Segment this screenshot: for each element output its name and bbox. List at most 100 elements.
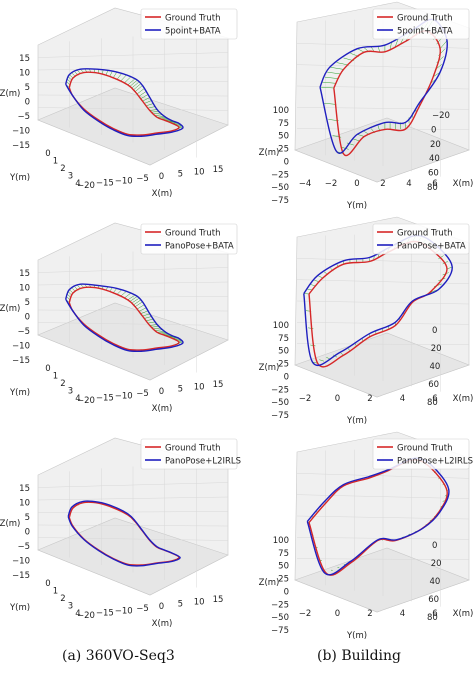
z-tick-label: −75 xyxy=(271,411,289,421)
error-segment xyxy=(127,78,136,86)
x-tick-label: 0 xyxy=(432,541,437,551)
x-tick-label: 15 xyxy=(213,380,224,390)
y-tick-label: 1 xyxy=(53,372,58,382)
z-axis-label: Z(m) xyxy=(259,578,280,588)
y-tick-label: −2 xyxy=(325,179,338,189)
x-tick-label: −20 xyxy=(77,181,95,191)
error-segment xyxy=(142,313,150,317)
x-tick-label: 60 xyxy=(428,380,439,390)
error-segment xyxy=(408,533,411,536)
grid-line xyxy=(37,309,229,312)
legend-box xyxy=(140,438,238,470)
x-tick-label: 10 xyxy=(194,167,205,177)
z-tick-label: 0 xyxy=(284,157,289,167)
error-segment xyxy=(69,289,74,294)
caption-a: (a) 360VO-Seq3 xyxy=(62,648,175,664)
x-tick-label: −5 xyxy=(136,174,149,184)
error-segment xyxy=(357,134,365,137)
error-segment xyxy=(113,288,118,293)
grid-line xyxy=(37,524,229,527)
x-axis-label: X(m) xyxy=(453,394,474,404)
series-ground-truth xyxy=(68,71,180,136)
error-segment xyxy=(138,307,147,312)
z-tick-label: 100 xyxy=(273,106,289,116)
x-tick-label: 10 xyxy=(194,597,205,607)
x-tick-label: 5 xyxy=(178,600,183,610)
legend-entry-estimate: 5point+BATA xyxy=(165,27,221,37)
legend-box xyxy=(140,8,238,40)
z-tick-label: −50 xyxy=(271,398,289,408)
y-tick-label: 3 xyxy=(68,602,73,612)
y-axis-label: Y(m) xyxy=(346,631,367,641)
plot-a3: 15 10 5 0 −5 −10 −15 Z(m) −20 −15 −10 −5 0 5 10 15 X(m) 0… xyxy=(0,430,241,645)
z-tick-label: 100 xyxy=(273,536,289,546)
error-segment xyxy=(439,40,448,49)
legend-entry-estimate: PanoPose+L2IRLS xyxy=(165,457,241,467)
y-axis-label: Y(m) xyxy=(9,603,30,613)
z-tick-label: −50 xyxy=(271,183,289,193)
x-tick-label: 40 xyxy=(429,154,440,164)
legend-box xyxy=(140,223,238,255)
legend-entry-ground-truth: Ground Truth xyxy=(397,14,453,24)
grid-line xyxy=(37,107,229,111)
legend: Ground Truth PanoPose+BATA xyxy=(140,223,238,255)
series-ground-truth xyxy=(308,240,448,368)
error-segment xyxy=(414,530,417,533)
legend-entry-estimate: 5point+BATA xyxy=(397,27,453,37)
grid-line xyxy=(296,107,470,110)
error-segment xyxy=(120,291,127,297)
y-tick-label: 4 xyxy=(75,394,80,404)
x-tick-label: 15 xyxy=(213,595,224,605)
error-segment xyxy=(116,289,122,295)
series-estimate xyxy=(319,18,448,154)
x-tick-label: −10 xyxy=(115,606,133,616)
z-tick-label: 15 xyxy=(19,269,30,279)
error-segment xyxy=(112,71,118,78)
error-segment xyxy=(131,298,139,304)
error-segment xyxy=(140,94,149,99)
error-segment xyxy=(155,329,163,331)
error-segment xyxy=(133,83,141,91)
legend: Ground Truth 5point+BATA xyxy=(372,8,470,40)
y-tick-label: 6 xyxy=(432,179,437,189)
y-tick-label: 4 xyxy=(406,179,411,189)
error-segment xyxy=(136,88,145,95)
grid-line xyxy=(37,94,229,97)
z-tick-label: 25 xyxy=(278,145,289,155)
grid-line xyxy=(296,558,470,560)
y-tick-label: 0 xyxy=(335,609,340,619)
error-segment xyxy=(442,261,448,265)
series-estimate xyxy=(306,457,450,576)
y-tick-label: 3 xyxy=(68,172,73,182)
y-tick-label: 0 xyxy=(45,579,50,589)
z-tick-label: 0 xyxy=(25,528,30,538)
y-tick-label: 3 xyxy=(68,387,73,397)
y-tick-label: 2 xyxy=(60,594,65,604)
z-tick-label: 25 xyxy=(278,360,289,370)
x-tick-label: −5 xyxy=(136,389,149,399)
z-tick-label: 10 xyxy=(19,499,30,509)
grid-line xyxy=(37,537,229,541)
x-tick-label: 40 xyxy=(430,362,441,372)
floor-b2 xyxy=(294,332,470,398)
series-estimate xyxy=(65,68,184,138)
x-tick-label: −20 xyxy=(432,111,450,121)
x-tick-label: −20 xyxy=(77,611,95,621)
z-tick-label: 5 xyxy=(25,298,30,308)
plot-a1: 15 10 5 0 −5 −10 −15 Z(m) −20 −15 −10 −5 0 5 10 15 X(m) 0… xyxy=(0,0,238,215)
error-segment xyxy=(146,103,154,107)
y-tick-label: 2 xyxy=(380,179,385,189)
error-segment xyxy=(140,310,149,314)
x-tick-label: 20 xyxy=(431,344,442,354)
z-axis-label: Z(m) xyxy=(0,519,20,529)
error-segment xyxy=(324,76,339,79)
z-tick-label: 75 xyxy=(278,549,289,559)
z-tick-label: 5 xyxy=(25,513,30,523)
x-tick-label: −15 xyxy=(96,609,114,619)
error-segment xyxy=(147,106,156,109)
series-ground-truth xyxy=(333,30,441,157)
x-tick-label: 60 xyxy=(428,595,439,605)
